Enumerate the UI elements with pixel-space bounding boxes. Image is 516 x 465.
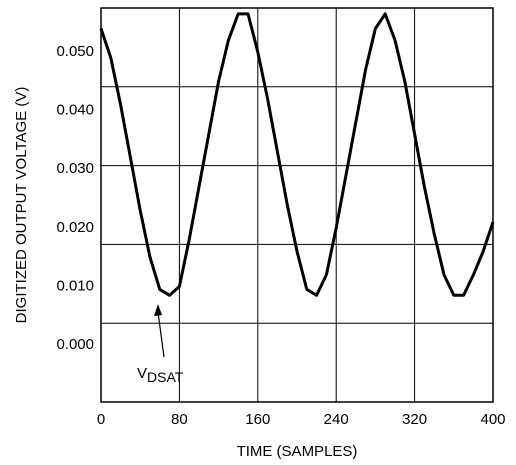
x-tick-label: 160 [245, 411, 270, 428]
x-tick-label: 240 [324, 411, 349, 428]
y-tick-label: 0.040 [56, 102, 94, 119]
x-tick-label: 80 [171, 411, 188, 428]
x-axis-label: TIME (SAMPLES) [237, 443, 358, 460]
y-tick-label: 0.030 [56, 160, 94, 177]
annotation: VDSAT [137, 365, 184, 385]
annotation-arrow [157, 311, 165, 358]
y-tick-label: 0.050 [56, 43, 94, 60]
y-axis-label: DIGITIZED OUTPUT VOLTAGE (V) [13, 87, 30, 324]
plot-frame [100, 7, 494, 403]
y-tick-label: 0.010 [56, 277, 94, 294]
y-tick-label: 0.000 [56, 336, 94, 353]
annotation-text: V [137, 365, 147, 382]
y-tick-label: 0.020 [56, 219, 94, 236]
x-tick-label: 400 [480, 411, 505, 428]
x-tick-label: 320 [402, 411, 427, 428]
x-tick-label: 0 [97, 411, 105, 428]
arrow-head [154, 304, 162, 316]
annotation-subscript: DSAT [147, 369, 184, 385]
data-line [99, 12, 495, 297]
